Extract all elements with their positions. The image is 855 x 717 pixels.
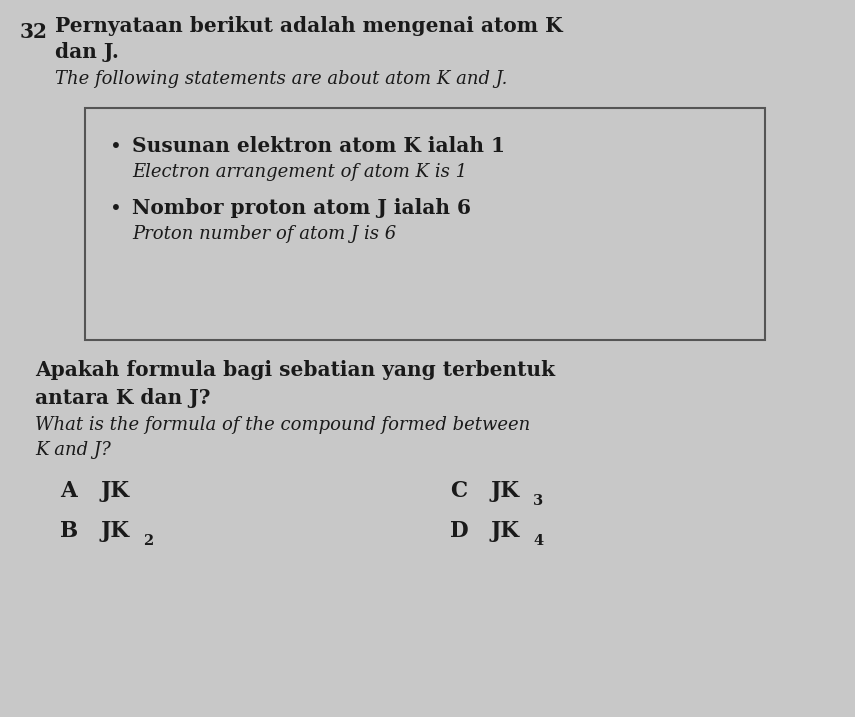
Text: 3: 3	[533, 494, 543, 508]
Text: Proton number of atom J is 6: Proton number of atom J is 6	[132, 225, 396, 243]
Text: JK: JK	[490, 520, 519, 542]
Text: antara K dan J?: antara K dan J?	[35, 388, 210, 408]
Text: Apakah formula bagi sebatian yang terbentuk: Apakah formula bagi sebatian yang terben…	[35, 360, 555, 380]
Text: JK: JK	[100, 520, 129, 542]
Text: K and J?: K and J?	[35, 441, 111, 459]
Text: C: C	[450, 480, 467, 502]
Text: Nombor proton atom J ialah 6: Nombor proton atom J ialah 6	[132, 198, 471, 218]
Text: •: •	[110, 138, 122, 157]
Text: JK: JK	[490, 480, 519, 502]
Text: 4: 4	[533, 534, 543, 548]
Text: The following statements are about atom K and J.: The following statements are about atom …	[55, 70, 507, 88]
Text: Electron arrangement of atom K is 1: Electron arrangement of atom K is 1	[132, 163, 467, 181]
Text: B: B	[60, 520, 78, 542]
Text: What is the formula of the compound formed between: What is the formula of the compound form…	[35, 416, 530, 434]
FancyBboxPatch shape	[85, 108, 765, 340]
Text: 2: 2	[143, 534, 153, 548]
Text: •: •	[110, 200, 122, 219]
Text: D: D	[450, 520, 469, 542]
Text: 32: 32	[20, 22, 48, 42]
Text: dan J.: dan J.	[55, 42, 119, 62]
Text: A: A	[60, 480, 77, 502]
Text: JK: JK	[100, 480, 129, 502]
Text: Pernyataan berikut adalah mengenai atom K: Pernyataan berikut adalah mengenai atom …	[55, 16, 563, 36]
Text: Susunan elektron atom K ialah 1: Susunan elektron atom K ialah 1	[132, 136, 505, 156]
